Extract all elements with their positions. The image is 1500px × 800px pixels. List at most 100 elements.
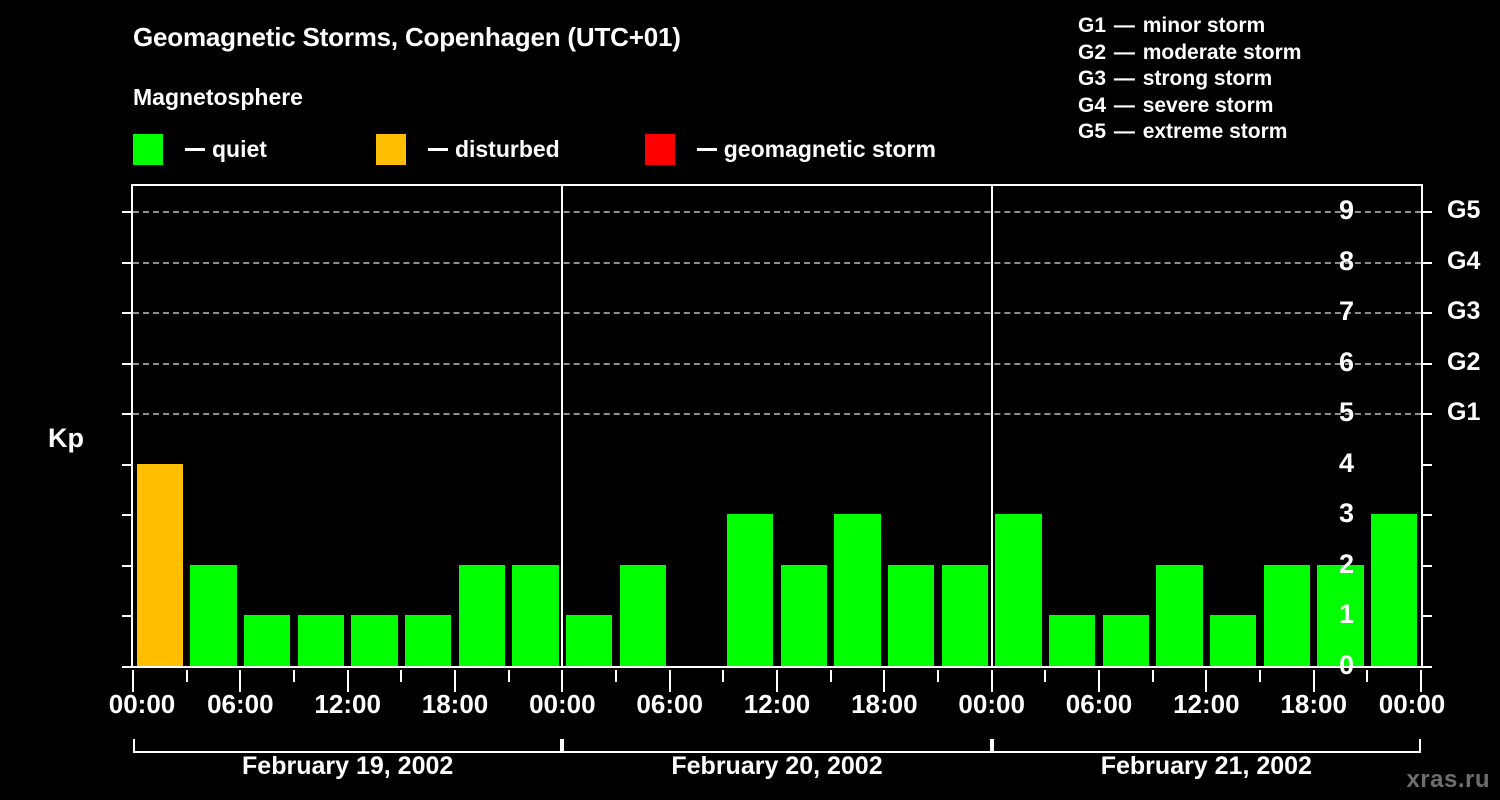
g-description: minor storm: [1142, 14, 1266, 37]
legend-entry-geomagnetic-storm: geomagnetic storm: [644, 133, 936, 165]
watermark: xras.ru: [1406, 766, 1490, 793]
y-axis-tick-label: 1: [1338, 599, 1354, 630]
y-tick-7: [122, 312, 133, 315]
y-tick-2: [122, 564, 133, 567]
legend-label: disturbed: [454, 135, 560, 162]
g-code: G3: [1078, 67, 1107, 90]
x-tick-minor: [1044, 670, 1047, 682]
day-bracket: [562, 739, 992, 753]
g-axis-label-g4: G4: [1447, 246, 1481, 275]
x-axis-tick-label: 18:00: [421, 689, 489, 719]
day-bracket: [133, 739, 563, 753]
g-description: extreme storm: [1142, 120, 1288, 143]
x-axis-ticks: [131, 670, 1423, 692]
x-axis-tick-label: 00:00: [1378, 689, 1446, 719]
day-separator: [561, 186, 564, 666]
x-tick: [239, 670, 242, 692]
chart-subtitle: Magnetosphere: [133, 84, 303, 110]
x-axis-tick-label: 00:00: [958, 689, 1025, 719]
x-tick: [561, 670, 564, 692]
bar: [941, 564, 989, 666]
x-tick-minor: [1366, 670, 1369, 682]
y-tick-8: [122, 261, 133, 264]
bar: [726, 514, 774, 666]
legend-dash-icon: [427, 147, 448, 151]
y-tick-right-6: [1421, 362, 1432, 365]
g-separator: —: [1113, 67, 1135, 90]
x-tick: [346, 670, 349, 692]
gridline-kp-9: [133, 211, 1421, 214]
y-tick-5: [122, 413, 133, 416]
g-axis-label-g3: G3: [1447, 297, 1481, 326]
g-description: strong storm: [1142, 67, 1273, 90]
bar: [1048, 615, 1096, 666]
bar: [1102, 615, 1150, 666]
x-tick-minor: [722, 670, 725, 682]
y-axis-tick-label: 8: [1338, 245, 1354, 276]
bar: [190, 564, 237, 666]
y-axis-tick-label: 2: [1338, 548, 1354, 579]
y-axis-tick-label: 6: [1338, 346, 1354, 377]
day-label: February 20, 2002: [671, 752, 883, 780]
y-axis-title: Kp: [48, 422, 84, 453]
bar: [995, 514, 1042, 666]
x-tick-minor: [1259, 670, 1261, 682]
y-axis-tick-label: 5: [1338, 397, 1354, 428]
disturbed-swatch: [375, 133, 406, 165]
legend-entry-disturbed: disturbed: [375, 133, 560, 165]
g-separator: —: [1113, 93, 1135, 117]
legend-dash-icon: [696, 147, 717, 151]
day-bracket: [991, 739, 1421, 753]
y-tick-9: [122, 211, 133, 214]
x-tick-minor: [937, 670, 939, 682]
x-tick-minor: [185, 670, 188, 682]
g-separator: —: [1113, 14, 1135, 37]
x-tick-minor: [615, 670, 617, 682]
g-separator: —: [1113, 120, 1135, 143]
bar: [1263, 564, 1311, 666]
bar: [1209, 615, 1257, 666]
y-tick-0: [122, 666, 133, 668]
gridline-kp-7: [133, 312, 1421, 315]
bar: [136, 463, 184, 666]
legend-label: geomagnetic storm: [723, 135, 936, 162]
bar: [887, 564, 935, 666]
bar: [1156, 564, 1203, 666]
y-tick-right-9: [1421, 211, 1432, 214]
g-legend-row-g5: G5 — extreme storm: [1078, 119, 1498, 146]
gridline-kp-8: [133, 261, 1421, 264]
gridline-kp-6: [133, 362, 1421, 365]
day-labels: February 19, 2002 February 20, 2002 Februa…: [131, 752, 1423, 788]
y-axis-tick-label: 3: [1338, 498, 1354, 529]
x-axis-tick-label: 12:00: [743, 689, 811, 719]
x-tick: [776, 670, 778, 692]
x-axis-tick-label: 06:00: [636, 689, 703, 719]
x-tick-minor: [293, 670, 295, 682]
g-scale-legend: G1 — minor storm G2 — moderate storm G3 — …: [1078, 13, 1498, 146]
y-tick-right-8: [1421, 261, 1432, 264]
g-legend-row-g4: G4 — severe storm: [1078, 93, 1498, 120]
y-tick-right-4: [1421, 463, 1432, 466]
x-tick-minor: [400, 670, 403, 682]
g-description: severe storm: [1142, 93, 1274, 117]
g-axis-label-g1: G1: [1447, 398, 1481, 427]
g-separator: —: [1113, 40, 1135, 64]
x-tick-minor: [829, 670, 832, 682]
y-tick-right-3: [1421, 514, 1432, 517]
x-tick: [883, 670, 886, 692]
x-axis-labels: 00:00 06:00 12:00 18:00 00:00 06:00 12:00 18:00…: [0, 689, 1500, 721]
y-tick-1: [122, 615, 133, 618]
x-tick: [668, 670, 671, 692]
x-tick: [1312, 670, 1315, 692]
g-axis-label-g5: G5: [1447, 196, 1481, 225]
day-brackets: [131, 739, 1423, 753]
bar: [780, 564, 828, 666]
x-axis-tick-label: 12:00: [314, 689, 381, 719]
day-label: February 21, 2002: [1100, 752, 1312, 780]
y-tick-right-7: [1421, 312, 1432, 315]
y-axis-tick-label: 9: [1338, 195, 1354, 226]
day-label: February 19, 2002: [242, 752, 454, 780]
bar: [512, 564, 559, 666]
g-code: G5: [1078, 120, 1107, 143]
gridline-kp-5: [133, 413, 1421, 416]
